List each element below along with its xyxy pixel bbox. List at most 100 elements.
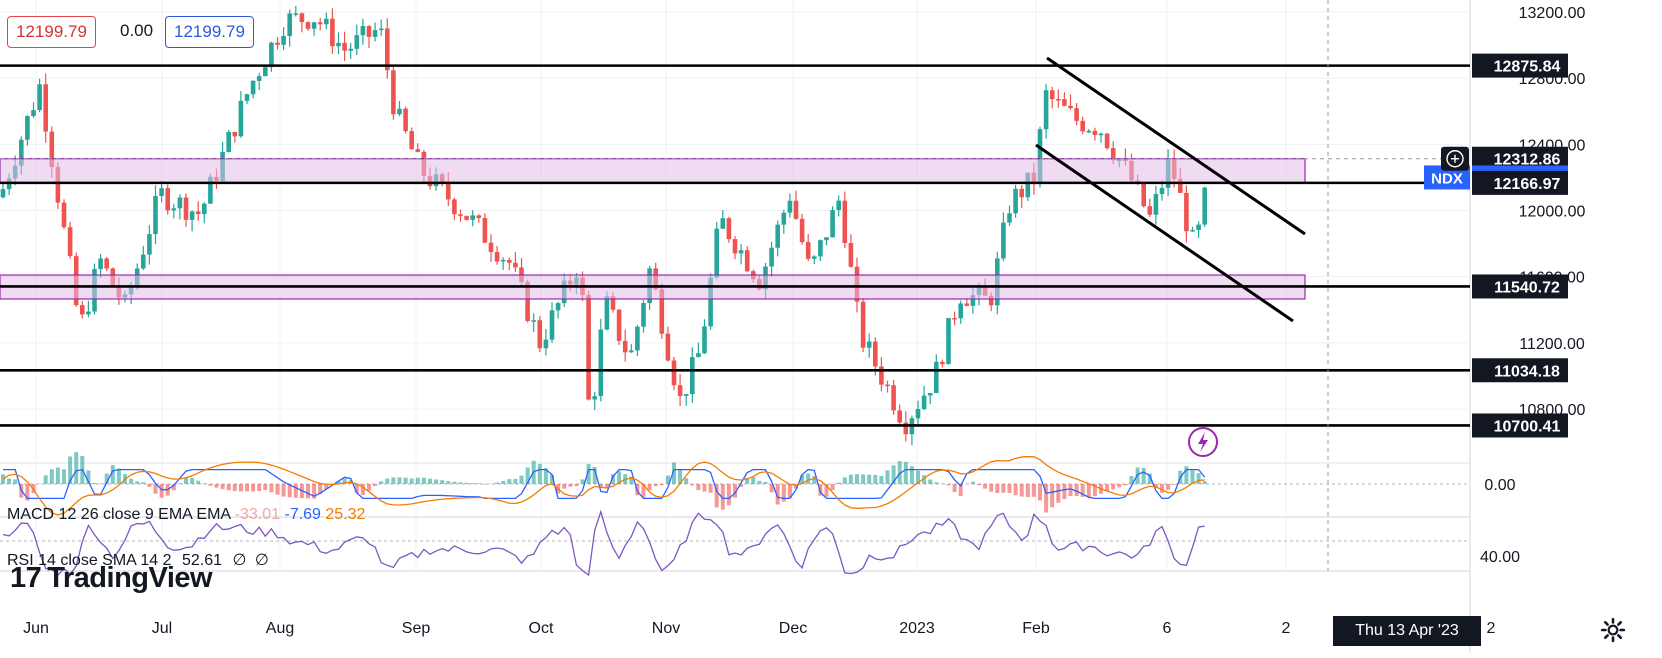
macd-histogram-bar <box>160 484 164 498</box>
candle-body <box>733 239 738 253</box>
candle-body <box>403 109 408 131</box>
macd-histogram-bar <box>1087 484 1091 498</box>
candle-body <box>1056 99 1061 101</box>
candle-body <box>281 36 286 45</box>
macd-histogram-bar <box>648 484 652 490</box>
candle-body <box>98 259 103 270</box>
candle-body <box>702 326 707 353</box>
candle-body <box>391 70 396 114</box>
candle-body <box>952 318 957 320</box>
macd-histogram-bar <box>574 484 578 486</box>
macd-histogram-bar <box>477 483 481 484</box>
candle-body <box>556 303 561 310</box>
rsi-extra2: ∅ <box>255 552 269 569</box>
macd-histogram-bar <box>953 484 957 492</box>
macd-histogram-bar <box>1123 484 1127 485</box>
candle-body <box>1044 90 1049 129</box>
candle-body <box>861 302 866 348</box>
candle-body <box>269 43 274 67</box>
macd-histogram-bar <box>660 484 664 485</box>
gear-icon[interactable] <box>1600 617 1626 643</box>
candle-body <box>294 13 299 15</box>
macd-histogram-bar <box>495 483 499 484</box>
candle-body <box>300 13 305 22</box>
candle-body <box>245 94 250 101</box>
candle-body <box>1087 131 1092 133</box>
candle-body <box>617 310 622 341</box>
macd-histogram-bar <box>1166 484 1170 490</box>
macd-histogram-bar <box>1026 484 1030 497</box>
macd-histogram-bar <box>282 484 286 497</box>
candle-body <box>385 29 390 71</box>
candle-body <box>312 22 317 29</box>
macd-histogram-bar <box>983 484 987 489</box>
macd-histogram-bar <box>538 464 542 484</box>
candle-body <box>678 385 683 396</box>
macd-histogram-bar <box>934 482 938 484</box>
candle-body <box>68 227 73 256</box>
macd-histogram-bar <box>391 478 395 484</box>
candle-body <box>739 250 744 253</box>
macd-hist-value: -33.01 <box>235 506 280 523</box>
candle-body <box>1093 131 1098 135</box>
macd-histogram-bar <box>1008 484 1012 493</box>
candle-body <box>538 320 543 348</box>
macd-histogram-bar <box>251 484 255 491</box>
macd-histogram-bar <box>373 484 377 486</box>
candle-body <box>544 340 549 349</box>
macd-histogram-bar <box>465 483 469 484</box>
candle-body <box>477 215 482 218</box>
macd-histogram-bar <box>1 474 5 484</box>
candle-body <box>178 198 183 209</box>
candle-body <box>769 248 774 267</box>
candle-body <box>25 116 30 140</box>
candle-body <box>251 81 256 94</box>
macd-legend[interactable]: MACD 12 26 close 9 EMA EMA -33.01 -7.69 … <box>7 506 365 524</box>
macd-histogram-bar <box>269 484 273 492</box>
macd-histogram-bar <box>928 480 932 484</box>
macd-histogram-bar <box>434 479 438 484</box>
candle-body <box>165 188 170 210</box>
candle-body <box>202 204 207 214</box>
candle-body <box>782 213 787 225</box>
macd-histogram-bar <box>276 484 280 495</box>
candle-body <box>745 250 750 271</box>
macd-histogram-bar <box>1172 484 1176 485</box>
candle-body <box>483 218 488 243</box>
candle-body <box>318 22 323 24</box>
macd-histogram-bar <box>361 484 365 495</box>
candle-body <box>714 229 719 278</box>
candle-body <box>818 240 823 256</box>
macd-histogram-bar <box>989 484 993 492</box>
tradingview-mark-icon: 17 <box>10 562 41 594</box>
candle-body <box>287 13 292 35</box>
macd-histogram-bar <box>867 475 871 484</box>
crosshair-date-badge: Thu 13 Apr '23 <box>1333 616 1481 646</box>
candle-body <box>43 84 48 131</box>
macd-histogram-bar <box>654 484 658 486</box>
candle-body <box>86 312 91 315</box>
macd-histogram-bar <box>428 479 432 484</box>
macd-histogram-bar <box>147 484 151 487</box>
macd-histogram-bar <box>56 467 60 484</box>
macd-histogram-bar <box>751 477 755 484</box>
candle-body <box>635 327 640 351</box>
time-axis-label: 6 <box>1163 620 1172 637</box>
candle-body <box>239 101 244 136</box>
macd-label: MACD 12 26 close 9 EMA EMA <box>7 506 230 523</box>
macd-histogram-bar <box>727 484 731 505</box>
candle-body <box>397 109 402 115</box>
candle-body <box>336 43 341 46</box>
candle-body <box>37 84 42 110</box>
macd-histogram-bar <box>410 479 414 484</box>
macd-histogram-bar <box>459 482 463 484</box>
time-axis-label: 2 <box>1282 620 1291 637</box>
macd-histogram-bar <box>1062 484 1066 499</box>
channel-upper-line <box>1047 58 1305 234</box>
macd-histogram-bar <box>501 481 505 484</box>
macd-axis-label: 0.00 <box>1484 477 1515 494</box>
candle-body <box>1105 134 1110 148</box>
candle-body <box>928 393 933 395</box>
